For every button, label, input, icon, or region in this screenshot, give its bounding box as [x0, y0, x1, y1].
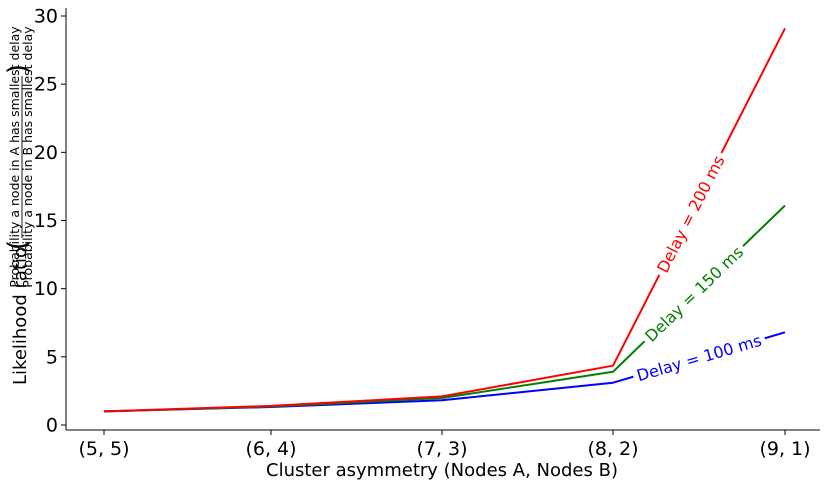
x-tick-label: (7, 3) [416, 438, 467, 460]
y-tick-label: 25 [34, 74, 58, 96]
x-tick-label: (6, 4) [245, 438, 296, 460]
y-axis-label-open-paren: ( [3, 240, 33, 250]
y-axis-label-close-paren: ) [3, 64, 33, 74]
y-tick-label: 10 [34, 278, 58, 300]
series-label-background [649, 147, 732, 280]
y-axis-label-denominator: Probability a node in B has smallest del… [20, 26, 35, 288]
x-tick-label: (8, 2) [587, 438, 638, 460]
x-tick-label: (9, 1) [759, 438, 810, 460]
x-axis-label: Cluster asymmetry (Nodes A, Nodes B) [266, 460, 618, 481]
series-label-background [630, 327, 768, 388]
y-axis-label-prefix: Likelihood ratio [10, 247, 31, 385]
series-label-background [636, 238, 751, 350]
y-axis-label-numerator: Probability a node in A has smallest del… [7, 26, 22, 288]
y-tick-label: 0 [46, 415, 58, 437]
y-tick-label: 20 [34, 142, 58, 164]
series-label-group: Delay = 150 ms [636, 238, 751, 350]
y-tick-label: 15 [34, 210, 58, 232]
x-tick-label: (5, 5) [78, 438, 129, 460]
axes [65, 8, 820, 431]
y-tick-label: 30 [34, 6, 58, 28]
y-tick-label: 5 [46, 346, 58, 368]
y-axis-label: Likelihood ratio ( Probability a node in… [3, 26, 35, 385]
y-axis-ticks: 0 5 10 15 20 25 30 [34, 6, 66, 437]
x-axis-ticks: (5, 5) (6, 4) (7, 3) (8, 2) (9, 1) [78, 430, 811, 460]
